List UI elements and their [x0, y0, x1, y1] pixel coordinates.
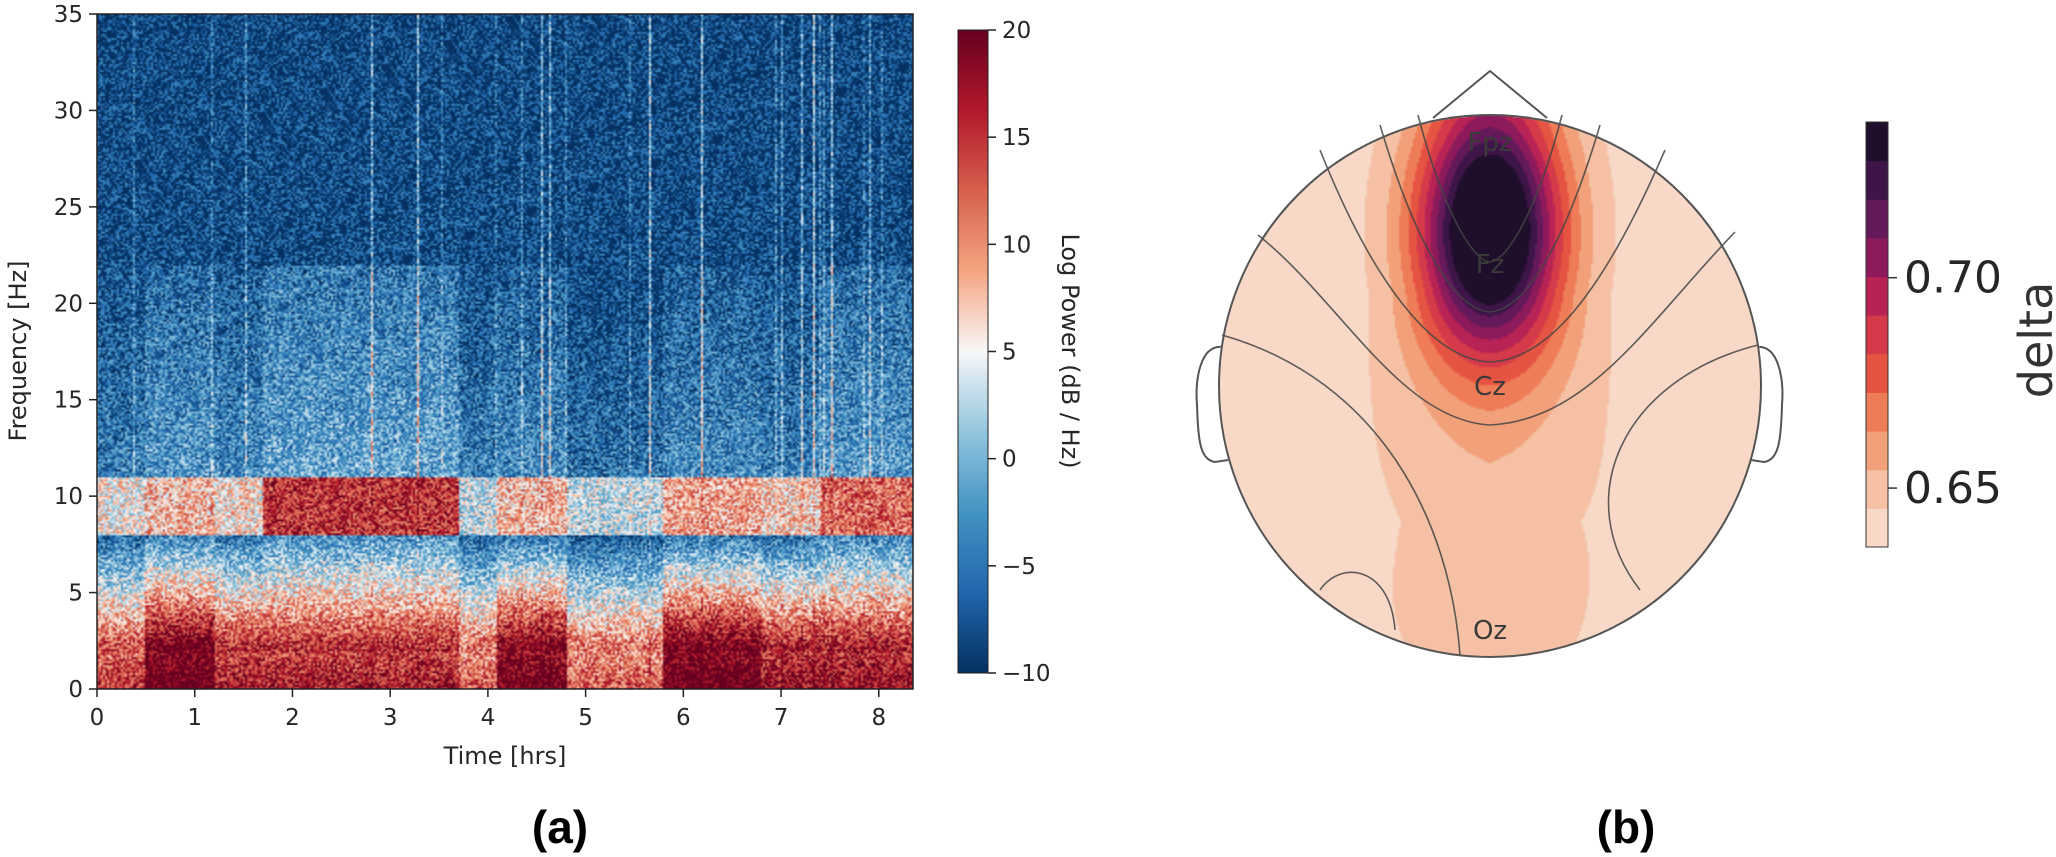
contour-line: [1319, 149, 1666, 363]
y-tick-label: 20: [54, 291, 83, 317]
y-axis: 0 5 10 15 20 25 30 35: [54, 2, 97, 703]
spectrogram-colorbar: [957, 29, 989, 674]
colorbar-step: [1866, 315, 1888, 355]
spectrogram-panel: 0 1 2 3 4 5 6 7 8 0 5 10 15 20 25 30 35 Time [hrs] Freq…: [4, 2, 1084, 853]
colorbar-tick-label: 5: [1002, 340, 1017, 366]
colorbar-step: [1866, 392, 1888, 432]
spectrogram-heatmap: [97, 14, 913, 689]
contour-line: [1417, 114, 1563, 263]
x-tick-label: 6: [676, 705, 691, 731]
topomap-colorbar-tick-label: 0.65: [1904, 463, 2002, 514]
y-tick-label: 35: [54, 2, 83, 28]
colorbar-step: [1866, 122, 1888, 162]
colorbar-step: [1866, 508, 1888, 548]
x-axis-title: Time [hrs]: [443, 742, 567, 770]
colorbar-step: [1866, 160, 1888, 200]
colorbar-title: Log Power (dB / Hz): [1056, 233, 1084, 468]
x-tick-label: 3: [383, 705, 398, 731]
colorbar-ticks: 20 15 10 5 0 −5 −10: [988, 18, 1051, 687]
head-outline: [1218, 114, 1762, 658]
x-tick-label: 4: [481, 705, 496, 731]
electrode-cz: Cz: [1474, 372, 1506, 402]
spectrogram-frame: [96, 13, 914, 690]
x-axis: 0 1 2 3 4 5 6 7 8: [90, 689, 886, 731]
topomap-colorbar-ticks: 0.70 0.65: [1888, 253, 2002, 514]
topomap-colorbar-tick-label: 0.70: [1904, 253, 2002, 304]
contour-line: [1319, 571, 1396, 631]
colorbar-tick-label: −10: [1002, 661, 1051, 687]
colorbar-tick-label: −5: [1002, 554, 1036, 580]
electrode-fpz: Fpz: [1467, 128, 1512, 158]
electrode-oz: Oz: [1473, 616, 1507, 646]
topomap-contours: [1221, 114, 1759, 656]
colorbar-tick-label: 0: [1002, 447, 1017, 473]
colorbar-tick-label: 10: [1002, 232, 1031, 258]
topomap-colorbar-title: delta: [2009, 282, 2056, 399]
topomap-colorbar: [1865, 121, 1889, 548]
colorbar-step: [1866, 237, 1888, 278]
y-tick-label: 10: [54, 484, 83, 510]
y-tick-label: 25: [54, 195, 83, 221]
electrode-fz: Fz: [1476, 250, 1505, 280]
topomap-panel: Fpz Fz Cz Oz 0.70 0.65 delta (b): [1195, 69, 2056, 853]
x-tick-label: 2: [285, 705, 300, 731]
y-tick-label: 0: [68, 677, 83, 703]
contour-line: [1607, 344, 1759, 591]
x-tick-label: 8: [871, 705, 886, 731]
y-tick-label: 5: [68, 581, 83, 607]
contour-line: [1379, 124, 1601, 313]
colorbar-step: [1866, 353, 1888, 393]
y-axis-title: Frequency [Hz]: [4, 261, 32, 442]
colorbar-step: [1866, 199, 1888, 239]
electrode-labels: Fpz Fz Cz Oz: [1467, 128, 1512, 646]
colorbar-tick-label: 15: [1002, 125, 1031, 151]
colorbar-step: [1866, 431, 1888, 471]
panel-label-b: (b): [1597, 801, 1656, 853]
panel-label-a: (a): [532, 801, 588, 853]
x-tick-label: 1: [187, 705, 202, 731]
y-tick-label: 30: [54, 98, 83, 124]
x-tick-label: 5: [578, 705, 593, 731]
colorbar-frame: [1865, 121, 1889, 548]
contour-line: [1221, 334, 1461, 656]
colorbar-step: [1866, 276, 1888, 316]
colorbar-step: [1866, 469, 1888, 509]
y-tick-label: 15: [54, 388, 83, 414]
nose: [1432, 69, 1548, 119]
colorbar-tick-label: 20: [1002, 18, 1031, 44]
contour-line: [1257, 231, 1736, 426]
x-tick-label: 0: [90, 705, 105, 731]
x-tick-label: 7: [774, 705, 789, 731]
